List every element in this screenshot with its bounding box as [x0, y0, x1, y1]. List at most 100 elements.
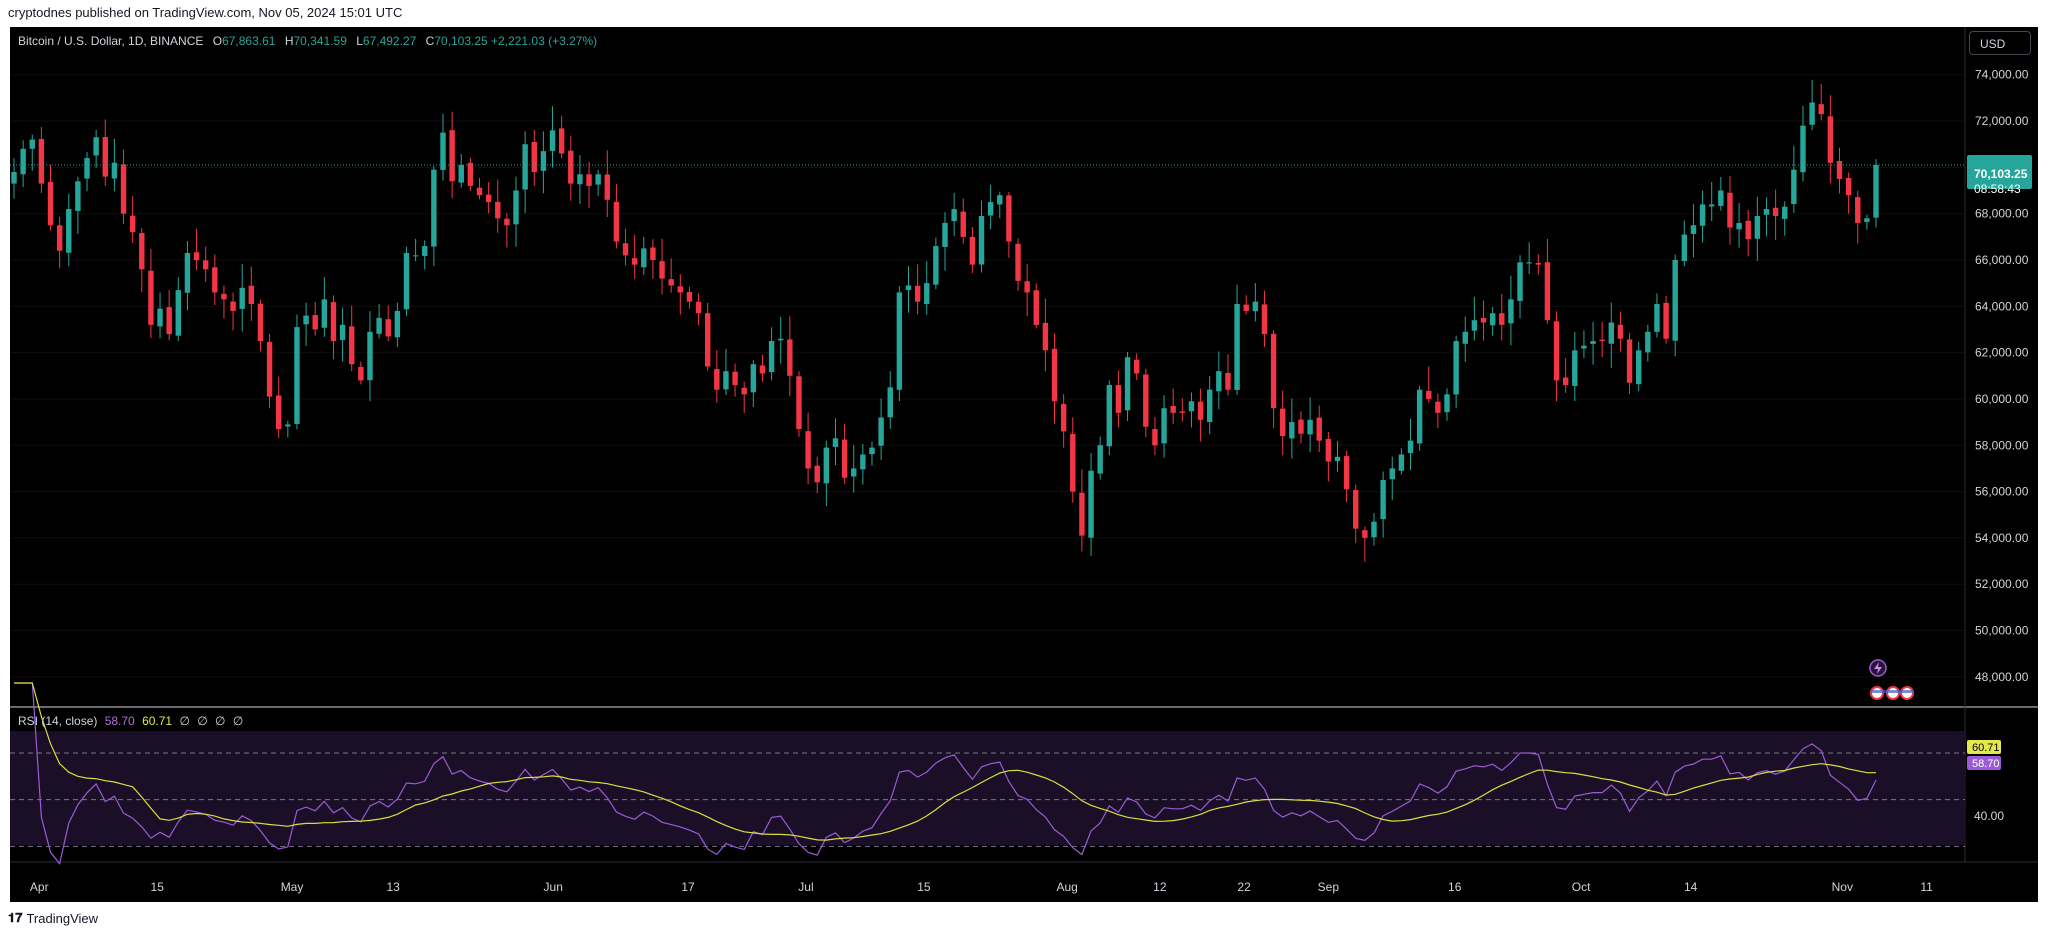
events-markers[interactable]: [1869, 659, 1914, 700]
candle-body: [1216, 371, 1222, 392]
candle-body: [1645, 331, 1651, 353]
candle-body: [1845, 177, 1852, 196]
candle-body: [987, 202, 994, 216]
candle-body: [1526, 262, 1532, 264]
rsi-na-value: ∅: [232, 714, 244, 728]
price-badge-countdown: 08:58:43: [1974, 182, 2021, 196]
candle-body: [476, 187, 483, 196]
candle-body: [1197, 401, 1204, 420]
rsi-legend[interactable]: RSI (14, close) 58.70 60.71 ∅ ∅ ∅ ∅: [18, 714, 243, 728]
candle-body: [1270, 333, 1277, 409]
candle-body: [1380, 480, 1386, 520]
candle-body: [1873, 165, 1879, 218]
candle-body: [595, 174, 601, 185]
candle-body: [1864, 218, 1870, 222]
candle-body: [120, 164, 127, 214]
time-tick-label: 17: [681, 880, 695, 894]
candle-body: [29, 139, 35, 149]
candle-body: [93, 137, 99, 156]
candle-body: [1480, 317, 1487, 323]
candle-body: [1006, 195, 1012, 242]
time-tick-label: Apr: [30, 880, 49, 894]
candle-body: [449, 130, 455, 182]
candle-body: [513, 190, 519, 225]
candle-body: [1626, 339, 1633, 383]
candle-body: [951, 209, 957, 222]
candle-body: [1079, 492, 1085, 536]
candle-body: [741, 387, 747, 395]
candle-body: [568, 150, 574, 184]
candle-body: [20, 148, 26, 175]
candle-body: [933, 246, 939, 285]
candle-body: [1635, 350, 1642, 385]
candle-body: [467, 162, 474, 186]
candle-body: [84, 158, 90, 179]
candle-body: [1252, 301, 1259, 312]
rsi-na-value: ∅: [197, 714, 208, 728]
time-tick-label: 22: [1237, 880, 1251, 894]
candle-body: [787, 339, 793, 376]
candle-body: [1654, 304, 1660, 332]
candle-body: [403, 253, 410, 310]
candle-body: [349, 326, 355, 365]
change-value: +2,221.03 (+3.27%): [491, 34, 598, 48]
rsi-label: RSI (14, close): [18, 714, 98, 728]
time-tick-label: 15: [917, 880, 931, 894]
candle-body: [11, 172, 17, 184]
candle-body: [1745, 220, 1751, 240]
time-tick-label: Nov: [1832, 880, 1853, 894]
tradingview-logo-icon[interactable]: 𝟏𝟕: [8, 910, 23, 925]
candle-body: [924, 283, 930, 305]
candle-body: [631, 258, 638, 265]
time-tick-label: Jun: [544, 880, 563, 894]
price-tick-label: 58,000.00: [1975, 438, 2029, 452]
rsi-na-value: ∅: [179, 714, 190, 728]
candle-body: [1690, 225, 1697, 234]
candle-body: [969, 236, 976, 265]
rsi-badge-value: 58.70: [1972, 758, 2000, 770]
candle-body: [358, 366, 364, 381]
candle-body: [202, 260, 209, 270]
currency-button[interactable]: USD: [1969, 31, 2031, 55]
candle-body: [814, 465, 820, 483]
time-tick-label: 11: [1920, 880, 1933, 894]
rsi-ma-line: [14, 682, 1876, 841]
candle-body: [1407, 440, 1414, 454]
rsi-band-fill: [10, 731, 1965, 845]
candle-body: [1033, 290, 1039, 325]
candle-body: [312, 315, 318, 330]
footer-brand[interactable]: TradingView: [26, 910, 99, 926]
candle-body: [1243, 304, 1249, 311]
price-tick-label: 52,000.00: [1975, 577, 2029, 591]
candle-body: [1453, 341, 1459, 395]
candle-body: [1435, 401, 1441, 413]
candle-body: [641, 248, 647, 268]
candle-body: [723, 371, 729, 390]
price-badge: 70,103.25 08:58:43: [1967, 154, 2032, 196]
high-label: H: [284, 34, 294, 48]
rsi-ma-badge-value: 60.71: [1972, 742, 2000, 754]
candle-body: [1353, 489, 1359, 529]
candle-body: [1827, 116, 1834, 163]
candle-body: [495, 201, 501, 219]
candle-body: [294, 327, 300, 424]
candle-body: [997, 195, 1003, 205]
candle-body: [1471, 320, 1478, 331]
candle-body: [193, 252, 200, 260]
candle-body: [1106, 385, 1112, 447]
rsi-line: [14, 682, 1877, 865]
candle-body: [1124, 357, 1131, 411]
symbol-title[interactable]: Bitcoin / U.S. Dollar, 1D, BINANCE: [18, 34, 204, 48]
candle-body: [942, 222, 948, 247]
candle-body: [1371, 521, 1377, 538]
candle-body: [257, 303, 264, 342]
candle-body: [978, 216, 985, 265]
candle-body: [1727, 192, 1733, 228]
candle-body: [166, 307, 172, 335]
price-gridlines: [10, 74, 1965, 678]
candle-body: [1161, 408, 1167, 444]
price-tick-label: 72,000.00: [1975, 114, 2029, 128]
candle-body: [1782, 206, 1788, 219]
candle-body: [1170, 405, 1176, 413]
